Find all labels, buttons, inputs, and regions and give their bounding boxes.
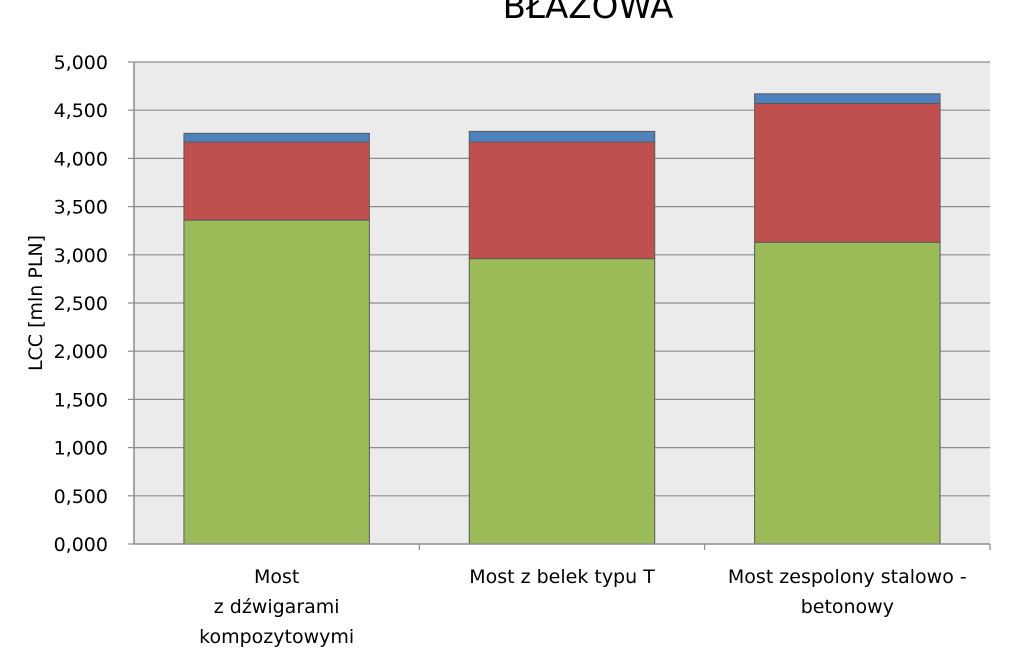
bar-segment-series-2-category-2: [468, 141, 656, 260]
y-tick-label: 1,000: [54, 438, 108, 460]
y-tick-label: 1,500: [54, 389, 108, 411]
bar-segment-series-1-category-1: [183, 219, 370, 545]
y-axis-ticks: 0,000 0,500 1,000 1,500 2,000 2,500 3,000 3,500…: [54, 52, 134, 556]
y-tick-label: 5,000: [54, 52, 108, 74]
y-tick-label: 4,500: [54, 100, 108, 122]
bar-segment-series-3-category-2: [468, 130, 656, 143]
y-tick-label: 0,500: [54, 486, 108, 508]
bar-segment-series-2-category-3: [754, 102, 941, 243]
y-tick-label: 4,000: [54, 148, 108, 170]
y-tick-label: 0,000: [54, 534, 108, 556]
x-category-label: Most: [254, 566, 299, 588]
y-tick-label: 3,500: [54, 197, 108, 219]
bar-segment-series-3-category-3: [754, 93, 941, 104]
x-category-label: Most zespolony stalowo -: [728, 566, 967, 588]
y-tick-label: 3,000: [54, 245, 108, 267]
y-tick-label: 2,500: [54, 293, 108, 315]
bar-segment-series-3-category-1: [183, 132, 370, 143]
bar-segment-series-1-category-2: [468, 258, 656, 545]
chart-title: BŁAŻOWA: [503, 0, 674, 27]
x-category-label: betonowy: [801, 596, 894, 618]
bar-segment-series-1-category-3: [754, 241, 941, 545]
x-category-label: z dźwigarami: [214, 596, 340, 618]
x-category-label: Most z belek typu T: [469, 566, 655, 588]
y-axis-label: LCC [mln PLN]: [25, 235, 47, 371]
y-tick-label: 2,000: [54, 341, 108, 363]
x-category-label: kompozytowymi: [199, 626, 354, 648]
bar-segment-series-2-category-1: [183, 141, 370, 221]
bars: [183, 93, 941, 545]
x-axis-categories: Most z dźwigarami kompozytowymi Most z bele…: [199, 544, 991, 648]
